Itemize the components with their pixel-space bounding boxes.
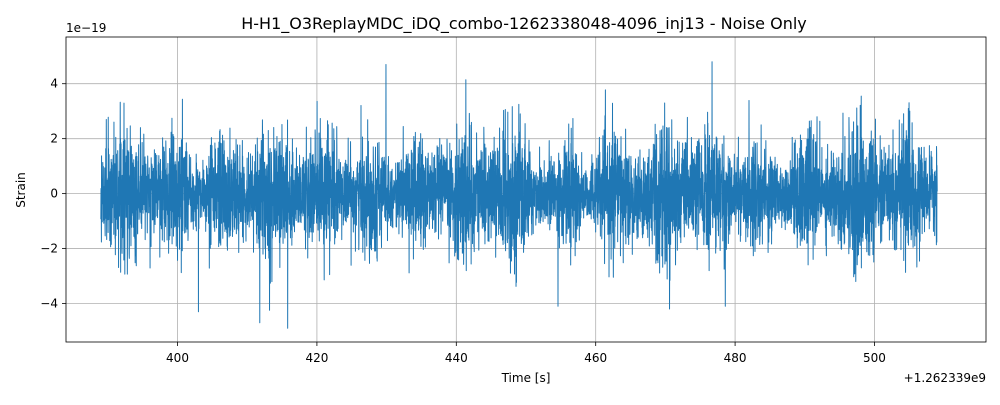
chart-title: H-H1_O3ReplayMDC_iDQ_combo-1262338048-40…: [241, 14, 807, 34]
y-axis-label: Strain: [14, 172, 28, 208]
x-tick-label: 400: [166, 351, 189, 365]
y-tick-label: −4: [40, 297, 58, 311]
axes-frame: [65, 36, 987, 343]
y-exponent-label: 1e−19: [66, 21, 106, 35]
x-offset-label: +1.262339e9: [904, 371, 986, 385]
x-tick-label: 480: [724, 351, 747, 365]
y-tick-label: 4: [50, 77, 58, 91]
y-tick-label: 0: [50, 187, 58, 201]
y-tick-label: −2: [40, 242, 58, 256]
y-axis-ticks: 4 2 0 −2 −4: [40, 77, 66, 311]
x-tick-label: 460: [584, 351, 607, 365]
x-axis-ticks: 400 420 440 460 480 500: [166, 342, 886, 365]
strain-series-line: [100, 61, 938, 329]
x-tick-label: 440: [445, 351, 468, 365]
x-tick-label: 420: [305, 351, 328, 365]
x-tick-label: 500: [863, 351, 886, 365]
series-layer: [100, 61, 938, 329]
y-tick-label: 2: [50, 132, 58, 146]
x-axis-label: Time [s]: [501, 371, 551, 385]
